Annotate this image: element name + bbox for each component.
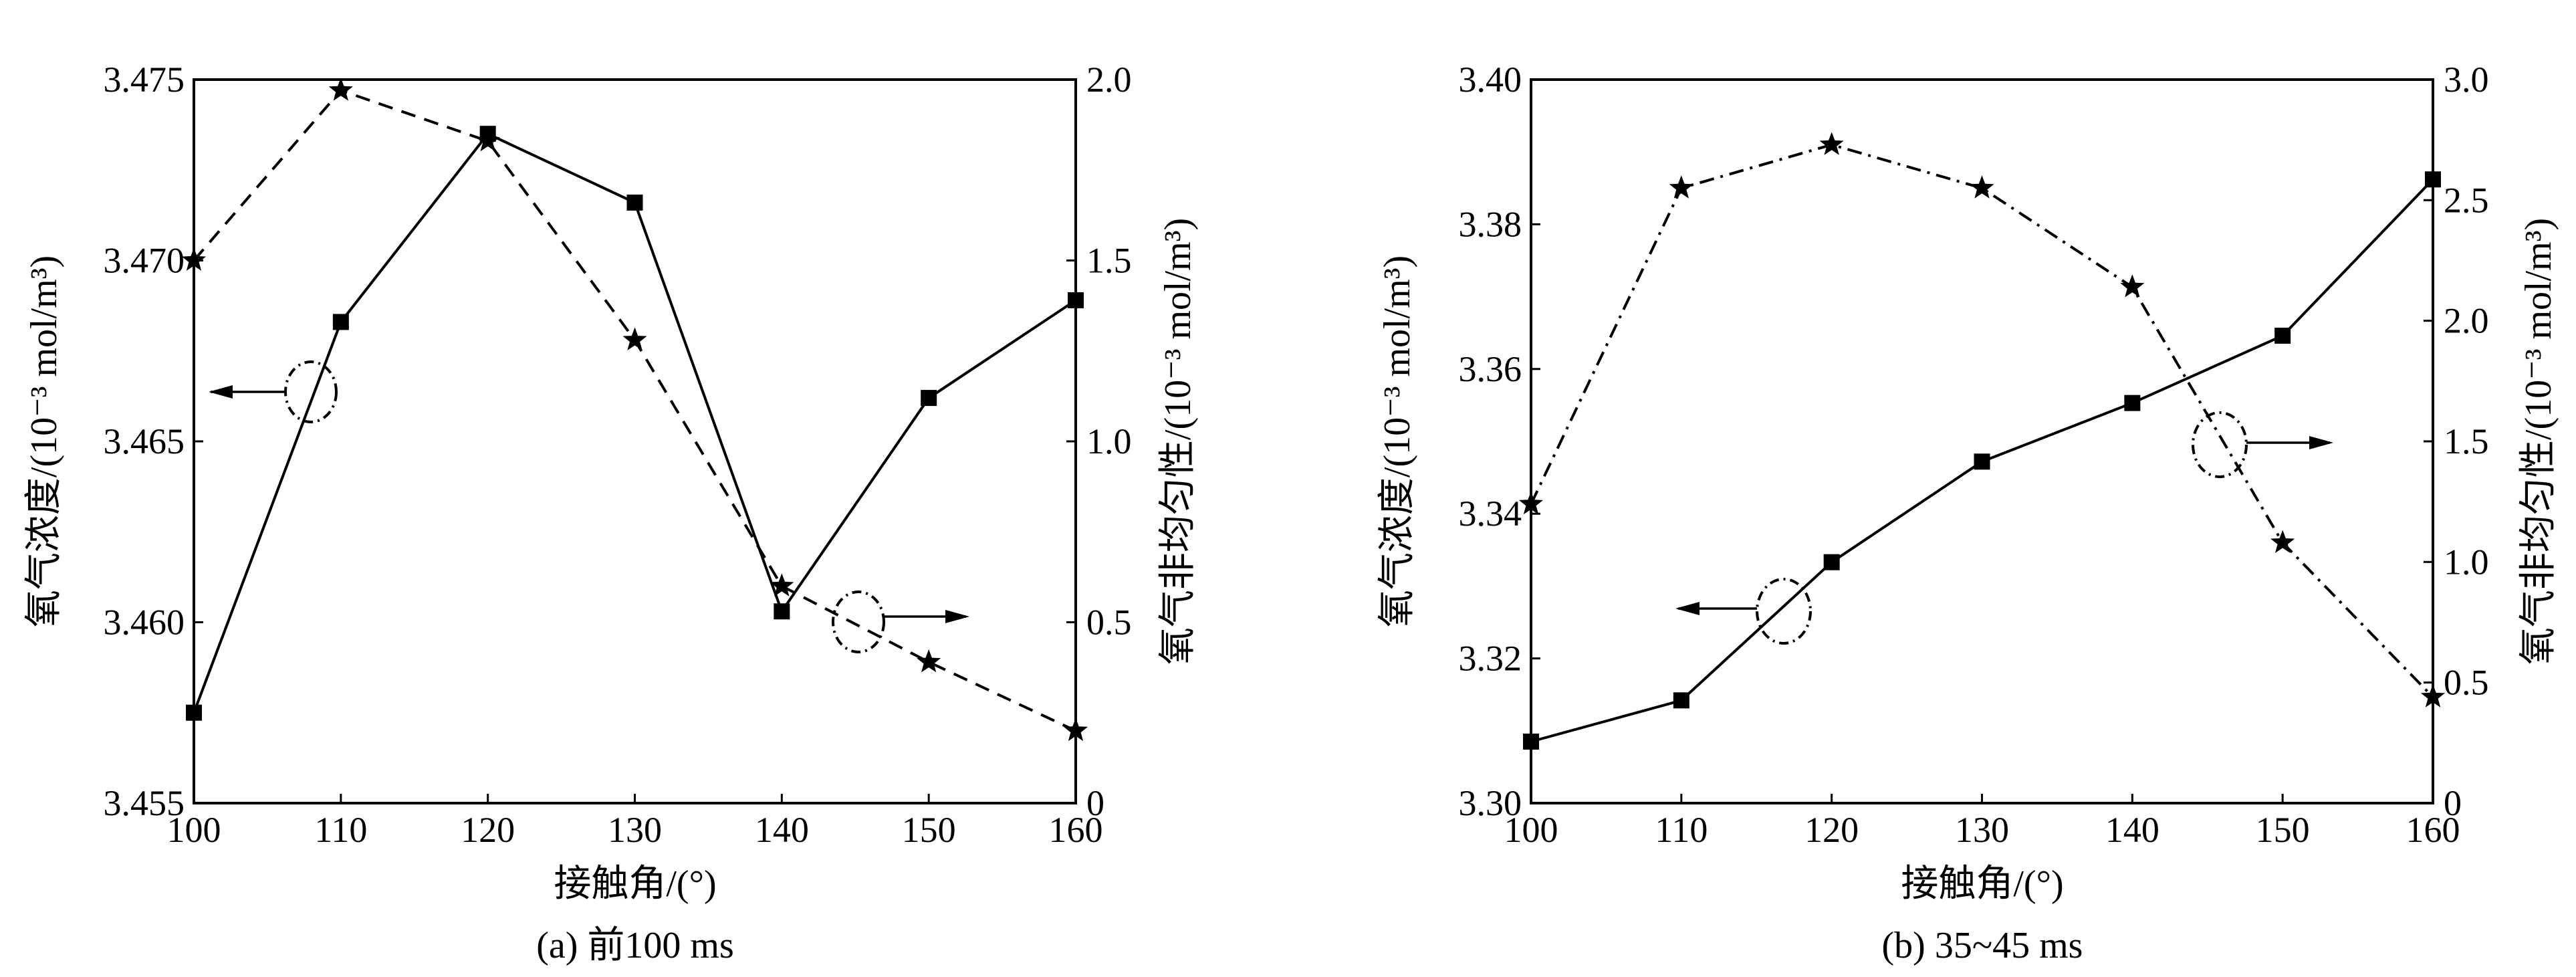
y-tick-label: 3.36 [1459,349,1522,389]
annotation-ellipse [1756,578,1812,645]
data-point-square [1673,692,1689,709]
data-point-square [1523,734,1539,750]
x-tick-label: 100 [1504,810,1558,850]
data-point-square [2124,395,2141,411]
annotation-ellipse [832,590,885,653]
y2-tick-label: 0.5 [1086,603,1132,643]
y-tick-label: 3.470 [104,241,185,281]
panel-caption: (a) 前100 ms [536,925,734,966]
y2-tick-label: 0 [1086,783,1104,823]
annotation-left-arrow [1675,578,1812,645]
arrow-head-icon [2309,436,2333,449]
data-point-star [1063,718,1088,742]
x-tick-label: 120 [1804,810,1859,850]
x-axis-label: 接触角/(°) [1901,863,2063,905]
y-tick-label: 3.465 [104,421,185,461]
data-point-square [2425,171,2441,188]
annotation-right-arrow [832,590,969,653]
data-point-star [2270,530,2295,553]
data-point-square [2274,328,2291,344]
data-point-star [1970,175,1994,199]
data-point-square [1974,453,1990,470]
data-point-star [1518,491,1544,515]
x-tick-label: 150 [902,810,956,850]
y2-tick-label: 0.5 [2444,663,2489,703]
arrow-head-icon [945,610,969,623]
arrow-head-icon [209,385,233,399]
data-point-star [2420,684,2446,708]
data-point-star [1819,132,1844,155]
series-line-nonuniformity [193,88,1076,732]
x-tick-label: 110 [314,810,367,850]
x-tick-label: 160 [1049,810,1103,850]
y2-tick-label: 2.5 [2444,180,2489,220]
data-point-square [774,603,790,620]
data-point-star [2120,274,2145,298]
annotation-ellipse [2192,411,2248,478]
chart-panel-a: 100 110 120 130 140 150 160 3.455 3.460 3.465 3.47… [23,60,1199,966]
annotation-left-arrow [209,360,338,423]
data-point-star [328,78,353,101]
data-point-square [186,704,202,721]
data-point-square [1823,554,1840,570]
series-layer [1518,132,2446,750]
x-tick-label: 120 [461,810,515,850]
y-tick-label: 3.460 [104,603,185,643]
chart-panel-b: 100 110 120 130 140 150 160 3.30 3.32 3.34 3.36 3.3… [1377,60,2559,966]
x-tick-label: 110 [1655,810,1708,850]
series-line-nonuniformity [1530,143,2434,698]
x-tick-label: 140 [2105,810,2159,850]
data-point-star [1669,175,1693,199]
y-tick-label: 3.475 [104,60,185,100]
data-point-square [1068,292,1084,309]
y-tick-label: 3.455 [104,783,185,823]
y-tick-label: 3.38 [1459,204,1522,244]
y-tick-label: 3.32 [1459,639,1522,679]
x-tick-label: 150 [2256,810,2310,850]
x-tick-label: 130 [1955,810,2009,850]
annotation-right-arrow [2192,411,2333,478]
y2-axis-label: 氧气非均匀性/(10⁻³ mol/m³) [2518,218,2559,665]
plot-frame [193,78,1077,804]
data-point-square [921,390,937,407]
data-point-star [181,247,207,271]
y-axis-label: 氧气浓度/(10⁻³ mol/m³) [1377,255,1418,627]
y2-tick-label: 3.0 [2444,60,2489,100]
tick-layer: 100 110 120 130 140 150 160 3.455 3.460 3.465 3.47… [104,60,1132,850]
data-point-square [626,194,643,211]
arrow-head-icon [1675,602,1700,615]
data-point-star [770,573,794,596]
series-layer [181,78,1088,742]
x-axis-label: 接触角/(°) [554,863,716,905]
data-point-star [475,128,500,152]
data-point-star [622,327,647,350]
y2-tick-label: 2.0 [2444,301,2489,341]
y2-axis-label: 氧气非均匀性/(10⁻³ mol/m³) [1157,218,1199,665]
y2-tick-label: 0 [2444,783,2462,823]
y-tick-label: 3.34 [1459,494,1522,534]
data-point-square [332,314,349,330]
y2-tick-label: 1.5 [2444,421,2489,461]
tick-layer: 100 110 120 130 140 150 160 3.30 3.32 3.34 3.36 3.3… [1459,60,2489,850]
x-tick-label: 100 [167,810,221,850]
y2-tick-label: 1.5 [1086,241,1132,281]
y-axis-label: 氧气浓度/(10⁻³ mol/m³) [23,255,65,627]
y-tick-label: 3.40 [1459,60,1522,100]
x-tick-label: 130 [608,810,662,850]
x-tick-label: 160 [2406,810,2460,850]
annotation-ellipse [284,360,338,423]
y2-tick-label: 2.0 [1086,60,1132,100]
y2-tick-label: 1.0 [2444,542,2489,582]
y-tick-label: 3.30 [1459,783,1522,823]
panel-caption: (b) 35~45 ms [1882,925,2083,966]
data-point-star [917,649,941,673]
y2-tick-label: 1.0 [1086,421,1132,461]
series-line-concentration [193,132,1077,714]
x-tick-label: 140 [755,810,809,850]
